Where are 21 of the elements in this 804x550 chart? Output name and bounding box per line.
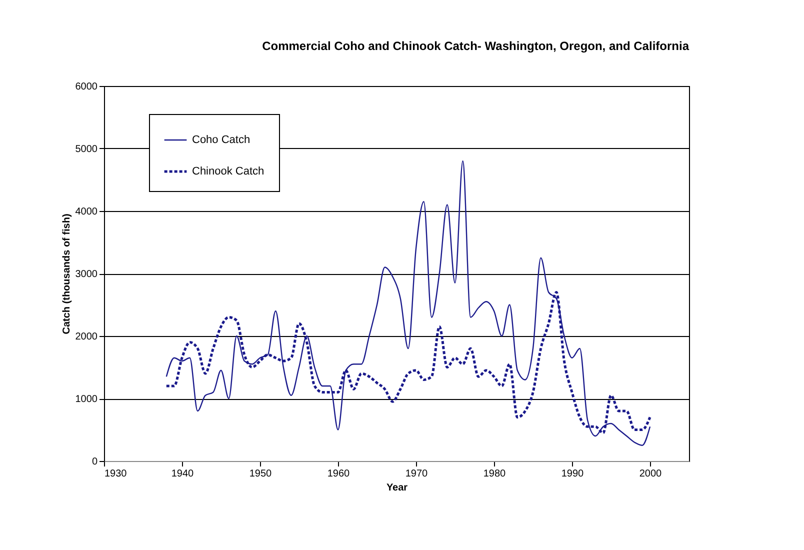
x-tick-label: 1970 (405, 468, 428, 480)
y-tick-label: 6000 (75, 82, 98, 92)
x-tick-label: 1940 (171, 468, 194, 480)
x-tick-label: 1990 (561, 468, 584, 480)
x-axis-title: Year (386, 482, 408, 494)
line-series (166, 160, 651, 446)
y-axis-title: Catch (thousands of fish) (61, 214, 72, 334)
y-tick-label: 4000 (75, 206, 98, 218)
x-tick-label: 1930 (104, 468, 128, 480)
y-tick-label: 5000 (75, 144, 98, 155)
chart-title: Commercial Coho and Chinook Catch- Washington, Oregon, and California (262, 39, 690, 53)
x-tick-label: 1950 (249, 468, 272, 480)
y-tick-label: 3000 (75, 269, 98, 280)
x-tick-label: 1960 (327, 468, 350, 480)
legend-label: Coho Catch (192, 134, 250, 146)
y-tick-label: 1000 (75, 394, 98, 405)
x-tick-label: 2000 (639, 468, 662, 480)
y-tick-label: 2000 (75, 332, 98, 342)
y-tick-label: 0 (92, 456, 98, 468)
x-tick-label: 1980 (483, 468, 506, 480)
legend-label: Chinook Catch (192, 166, 264, 178)
